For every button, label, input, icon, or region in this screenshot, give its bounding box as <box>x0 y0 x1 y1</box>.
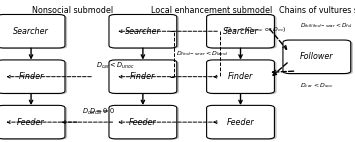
Text: $D_{car} = 0$: $D_{car} = 0$ <box>89 107 115 117</box>
Text: Follower: Follower <box>300 52 334 61</box>
Text: Nonsocial submodel: Nonsocial submodel <box>32 6 113 15</box>
Text: $D_{car} < (D_{unoc}$ or $D_{oc})$: $D_{car} < (D_{unoc}$ or $D_{oc})$ <box>225 25 287 34</box>
FancyBboxPatch shape <box>111 61 179 94</box>
Text: Feeder: Feeder <box>129 118 157 127</box>
Text: Feeder: Feeder <box>17 118 45 127</box>
FancyBboxPatch shape <box>207 105 274 139</box>
FancyBboxPatch shape <box>109 14 177 48</box>
Text: Finder: Finder <box>130 72 155 81</box>
FancyBboxPatch shape <box>0 105 65 139</box>
Text: Finder: Finder <box>228 72 253 81</box>
Text: Chains of vultures submodel: Chains of vultures submodel <box>279 6 355 15</box>
FancyBboxPatch shape <box>283 40 351 74</box>
Text: $D_{car} < D_{unoc}$: $D_{car} < D_{unoc}$ <box>96 61 135 71</box>
Text: Searcher: Searcher <box>13 27 49 36</box>
FancyBboxPatch shape <box>111 106 179 140</box>
FancyBboxPatch shape <box>207 14 274 48</box>
Text: Feeder: Feeder <box>227 118 254 127</box>
Text: Local enhancement submodel: Local enhancement submodel <box>151 6 272 15</box>
Text: $D_{foll/find-sear} < D_{fol}$: $D_{foll/find-sear} < D_{fol}$ <box>300 21 353 30</box>
FancyBboxPatch shape <box>109 105 177 139</box>
Text: $D_{car} = 0$: $D_{car} = 0$ <box>82 107 108 117</box>
FancyBboxPatch shape <box>109 60 177 93</box>
FancyBboxPatch shape <box>285 41 353 74</box>
FancyBboxPatch shape <box>0 60 65 93</box>
Text: $D_{find-sear} < D_{land}$: $D_{find-sear} < D_{land}$ <box>176 50 228 58</box>
FancyBboxPatch shape <box>0 61 67 94</box>
FancyBboxPatch shape <box>207 60 274 93</box>
FancyBboxPatch shape <box>209 15 277 49</box>
Text: $D_{car} < D_{soc}$: $D_{car} < D_{soc}$ <box>300 81 334 90</box>
Text: Searcher: Searcher <box>125 27 161 36</box>
Text: Searcher: Searcher <box>223 27 258 36</box>
FancyBboxPatch shape <box>0 106 67 140</box>
FancyBboxPatch shape <box>0 14 65 48</box>
Text: Finder: Finder <box>18 72 44 81</box>
FancyBboxPatch shape <box>0 15 67 49</box>
FancyBboxPatch shape <box>111 15 179 49</box>
FancyBboxPatch shape <box>209 106 277 140</box>
FancyBboxPatch shape <box>209 61 277 94</box>
